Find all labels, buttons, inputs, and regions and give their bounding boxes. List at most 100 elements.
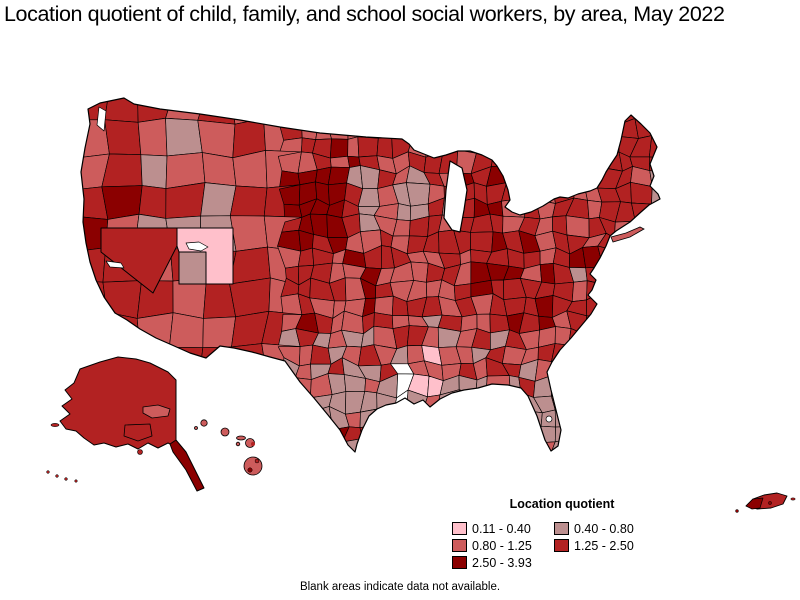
map-area-cell <box>460 437 478 452</box>
map-area-cell <box>669 266 684 280</box>
great-salt-lake <box>185 241 209 252</box>
area-puerto-rico-west <box>745 497 764 510</box>
map-area-cell <box>391 120 413 138</box>
vieques-island <box>790 497 796 501</box>
map-area-cell <box>568 101 590 127</box>
map-area-cell <box>204 408 233 444</box>
map-area-cell <box>470 120 495 140</box>
map-area-cell <box>389 406 414 427</box>
map-area-cell <box>314 424 334 445</box>
map-area-cell <box>347 136 360 158</box>
map-area-cell <box>202 316 236 349</box>
map-area-cell <box>490 98 510 109</box>
map-area-cell <box>551 374 574 397</box>
map-area-cell <box>667 315 681 327</box>
map-area-cell <box>521 135 541 157</box>
map-area-cell <box>502 424 527 446</box>
map-area-cell <box>439 118 456 137</box>
map-area-cell <box>229 185 268 217</box>
legend-label: 1.25 - 2.50 <box>574 538 634 553</box>
legend-label: 0.80 - 1.25 <box>472 538 532 553</box>
map-area-cell <box>632 456 654 473</box>
map-area-cell <box>651 181 660 205</box>
map-area-cell <box>104 98 139 123</box>
map-area-cell <box>376 406 396 427</box>
map-area-cell <box>599 124 620 142</box>
aleutian-3 <box>64 477 68 481</box>
map-area-cell <box>278 441 302 452</box>
map-area-cell <box>585 442 607 452</box>
map-area-cell <box>647 408 660 429</box>
map-area-cell <box>618 427 636 444</box>
footnote: Blank areas indicate data not available. <box>299 581 501 593</box>
map-area-cell <box>679 344 702 363</box>
legend-item: 0.40 - 0.80 <box>554 520 654 537</box>
map-area-cell <box>565 361 590 382</box>
big-island <box>243 456 263 476</box>
map-area-cell <box>81 438 107 452</box>
map-area-cell <box>326 104 349 123</box>
map-area-cell <box>297 462 312 478</box>
map-area-cell <box>680 86 698 109</box>
map-area-cell <box>663 152 685 172</box>
map-area-cell <box>504 135 526 155</box>
map-area-cell <box>567 455 590 472</box>
map-area-cell <box>606 460 622 475</box>
map-area-cell <box>651 349 660 361</box>
map-area-cell <box>666 280 680 298</box>
map-area-cell <box>140 154 168 189</box>
map-area-cell <box>565 167 590 184</box>
map-area-cell <box>281 377 300 395</box>
map-area-cell <box>470 104 495 122</box>
map-area-cell <box>329 156 350 168</box>
map-area-cell <box>198 346 234 383</box>
map-area-cell <box>649 230 660 254</box>
map-area-cell <box>680 442 701 458</box>
map-area-cell <box>647 219 660 237</box>
map-area-cell <box>645 376 660 394</box>
map-area-cell <box>408 120 430 143</box>
map-area-cell <box>347 98 366 106</box>
map-area-cell <box>518 121 541 140</box>
map-area-cell <box>645 443 660 452</box>
legend: Location quotient 0.11 - 0.40 0.40 - 0.8… <box>452 497 672 571</box>
map-area-cell <box>389 98 415 106</box>
legend-swatch <box>452 556 467 569</box>
map-area-cell <box>437 405 462 425</box>
map-area-cell <box>138 185 167 219</box>
map-area-cell <box>582 122 603 142</box>
map-area-cell <box>668 442 683 459</box>
aleutian-4 <box>74 479 78 483</box>
map-area-cell <box>396 203 411 221</box>
map-area-cell <box>502 105 523 125</box>
niihau <box>194 426 198 430</box>
map-area-cell <box>652 326 660 351</box>
map-area-cell <box>629 358 653 380</box>
map-area-cell <box>263 98 303 126</box>
map-area-cell <box>280 405 302 431</box>
map-area-cell <box>663 86 681 111</box>
map-area-cell <box>261 444 302 452</box>
map-area-cell <box>470 231 494 253</box>
map-area-cell <box>423 405 440 428</box>
map-area-cell <box>487 455 506 472</box>
map-area-cell <box>679 231 699 251</box>
map-area-cell <box>648 296 660 317</box>
map-area-cell <box>614 461 633 475</box>
map-area-cell <box>485 390 511 415</box>
map-area-cell <box>569 412 588 427</box>
puerto-rico-inset <box>735 492 796 513</box>
map-area-cell <box>632 268 655 286</box>
map-area-cell <box>279 98 302 104</box>
map-area-cell <box>361 438 381 452</box>
map-area-cell <box>521 458 540 478</box>
map-area-cell <box>425 101 447 126</box>
map-area-cell <box>504 153 526 172</box>
map-area-cell <box>551 140 571 157</box>
map-area-cell <box>679 200 698 220</box>
map-area-cell <box>635 246 653 271</box>
map-area-cell <box>229 246 271 285</box>
map-area-cell <box>678 395 701 412</box>
map-area-cell <box>667 118 682 140</box>
